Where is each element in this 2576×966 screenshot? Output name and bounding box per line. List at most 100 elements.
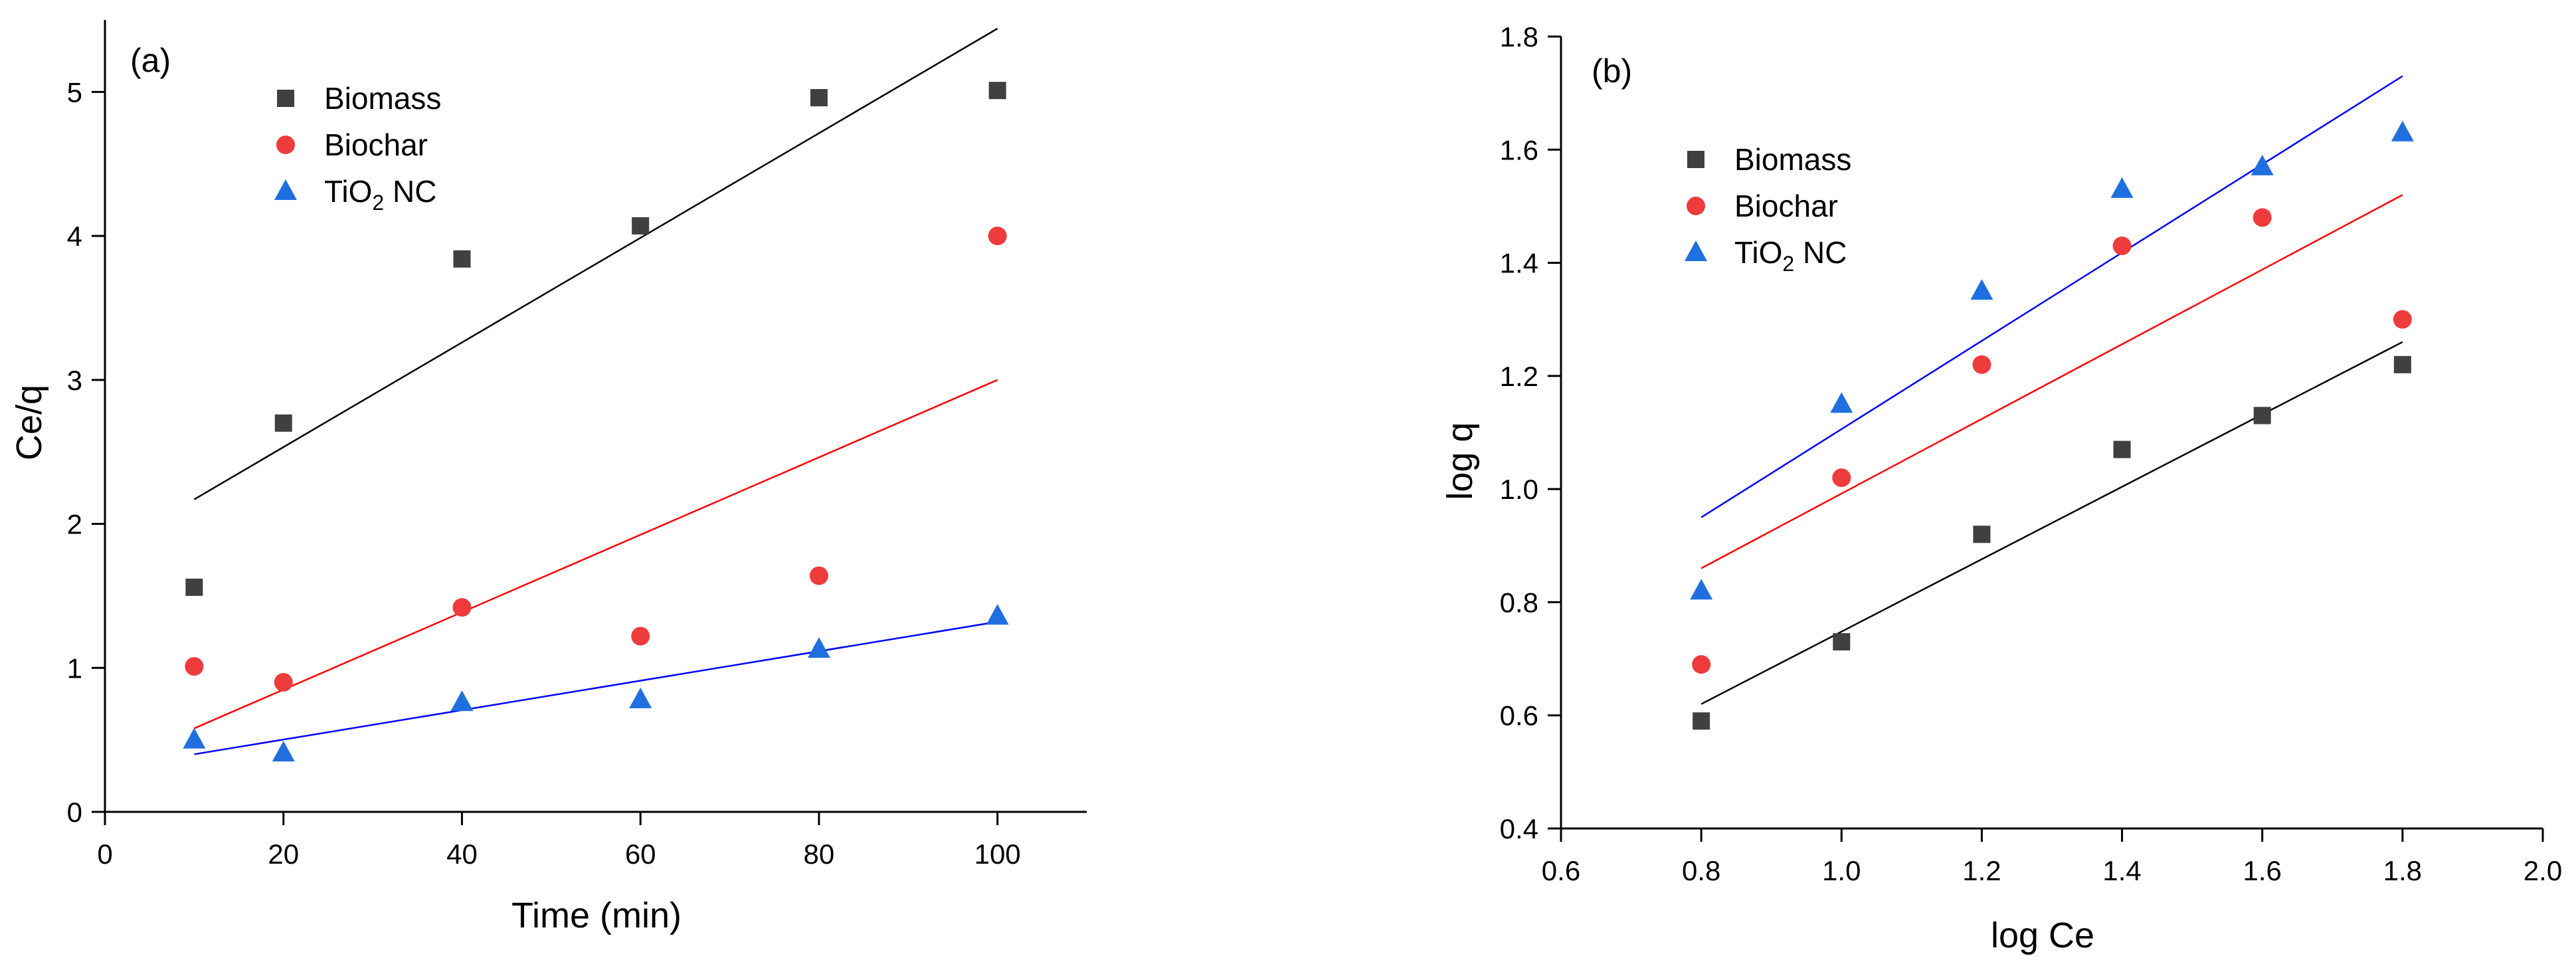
chart-b-x-tick-label: 0.6 [1542, 855, 1580, 886]
chart-a-tio2-nc-point [183, 727, 206, 749]
chart-a-tio2-nc-point [450, 690, 474, 712]
chart-b-y-tick-label: 1.6 [1500, 134, 1538, 165]
chart-b-y-tick-label: 1.2 [1500, 361, 1538, 392]
chart-a-biomass-point [453, 250, 471, 268]
chart-a-tio2-nc-point [272, 741, 295, 762]
chart-a-biomass-point [988, 82, 1006, 100]
chart-b-biomass-point [1693, 712, 1710, 730]
chart-b-tio2-nc-point [2251, 154, 2274, 175]
chart-b-fit-lines [1701, 75, 2403, 705]
chart-b-legend-biochar-label: Biochar [1734, 189, 1838, 223]
chart-b-biomass-point [2113, 440, 2131, 458]
chart-b-biochar-fit-line [1701, 194, 2403, 569]
chart-b-x-tick-label: 1.8 [2383, 855, 2422, 886]
chart-b-panel-label: (b) [1592, 52, 1632, 90]
chart-b-biochar-point [2253, 208, 2272, 227]
chart-b-biochar-point [1692, 655, 1711, 674]
chart-a-y-tick-label: 1 [67, 652, 82, 684]
chart-b-legend-tio2-nc-marker [1685, 241, 1707, 261]
chart-a-biomass-point [632, 217, 650, 235]
chart-b-biochar-point [2112, 237, 2132, 256]
chart-b-legend-biochar-marker [1687, 197, 1705, 215]
chart-a-x-tick-label: 40 [446, 838, 478, 870]
chart-a-y-axis-title: Ce/q [9, 385, 49, 460]
chart-a-biochar-point [452, 598, 472, 617]
chart-a-x-tick-label: 20 [268, 838, 299, 870]
chart-a-biochar-point [631, 627, 650, 646]
chart-b-legend-tio2-nc-label: TiO2 NC [1734, 235, 1847, 276]
chart-a-x-tick-label: 60 [625, 838, 656, 870]
chart-b-tio2-nc-point [1970, 279, 1993, 300]
chart-b-legend: Biomass Biochar TiO2 NC [1685, 142, 1851, 276]
chart-b-biomass-point [2253, 407, 2271, 425]
chart-b-axis-frame [1560, 37, 2543, 830]
chart-a-tio2-nc-point [629, 687, 652, 708]
chart-b-y-tick-label: 1.4 [1500, 248, 1538, 279]
chart-a-biochar-point [988, 227, 1007, 246]
chart-a-legend-tio2-nc-label: TiO2 NC [324, 174, 436, 215]
chart-b-legend-biomass-label: Biomass [1734, 142, 1851, 177]
chart-a-tio2-nc-fit-line [194, 621, 998, 755]
chart-b-biochar-point [1972, 355, 1991, 374]
chart-b-y-axis-title: log q [1440, 422, 1480, 500]
chart-b-markers [1690, 120, 2414, 730]
chart-a-tio2-nc-point [807, 637, 830, 658]
chart-b-x-tick-label: 1.4 [2102, 855, 2141, 886]
chart-a-y-tick-label: 2 [67, 509, 82, 540]
chart-a-y-tick-label: 0 [67, 797, 82, 828]
chart-a-x-tick-label: 100 [974, 838, 1021, 870]
chart-b-biomass-point [2393, 355, 2411, 373]
chart-a-biochar-point [274, 672, 293, 692]
chart-a-x-axis-title: Time (min) [511, 896, 682, 935]
chart-a-biochar-point [809, 566, 828, 585]
chart-b-x-ticks: 0.6 0.8 1.0 1.2 1.4 1.6 1.8 2.0 [1542, 828, 2562, 886]
chart-a-x-ticks: 0 20 40 60 80 100 [97, 812, 1021, 870]
chart-a-biochar-fit-line [193, 379, 998, 729]
chart-a-x-tick-label: 80 [804, 838, 835, 870]
chart-b-tio2-nc-point [2110, 177, 2134, 198]
chart-a-legend-biomass-marker [277, 90, 294, 107]
chart-a-markers [183, 82, 1009, 762]
chart-a-legend-biochar-marker [276, 136, 295, 154]
chart-b: 0.6 0.8 1.0 1.2 1.4 1.6 1.8 2.0 0.40.60.81.01.2… [1440, 21, 2562, 955]
chart-b-y-tick-label: 1.0 [1500, 474, 1538, 505]
chart-b-x-tick-label: 0.8 [1682, 855, 1720, 886]
chart-a-biomass-point [810, 89, 828, 107]
chart-b-x-tick-label: 2.0 [2524, 855, 2562, 886]
chart-b-biomass-fit-line [1701, 341, 2403, 705]
chart-a-axis-frame [104, 20, 1087, 813]
chart-b-y-tick-label: 0.8 [1500, 587, 1538, 618]
chart-b-tio2-nc-point [2391, 120, 2414, 142]
chart-b-biochar-point [1832, 468, 1851, 488]
chart-b-legend-biomass-marker [1687, 151, 1704, 168]
chart-b-y-tick-label: 0.4 [1500, 813, 1538, 844]
chart-b-biomass-point [1833, 633, 1851, 651]
chart-b-tio2-nc-point [1830, 392, 1853, 413]
chart-b-tio2-nc-fit-line [1701, 75, 2403, 518]
chart-b-y-ticks: 0.4 0.6 0.8 1.0 1.2 1.4 1.6 1.8 [1500, 21, 1561, 844]
chart-a-legend-tio2-nc-marker [274, 179, 297, 200]
chart-a-biomass-point [185, 578, 203, 596]
chart-b-biomass-point [1973, 526, 1991, 543]
chart-b-x-tick-label: 1.0 [1822, 855, 1861, 886]
chart-a-biomass-fit-line [193, 27, 998, 500]
chart-a-biochar-point [185, 657, 204, 676]
chart-b-biochar-point [2393, 310, 2412, 329]
chart-a-y-tick-label: 3 [67, 365, 82, 396]
chart-b-y-tick-label: 1.8 [1500, 21, 1538, 52]
chart-a-panel-label: (a) [130, 42, 171, 79]
chart-b-x-tick-label: 1.2 [1962, 855, 2001, 886]
chart-a-y-tick-label: 5 [67, 76, 82, 108]
chart-a-legend-biomass-label: Biomass [324, 81, 441, 116]
chart-a-y-tick-label: 4 [67, 221, 82, 252]
chart-a-legend-biochar-label: Biochar [324, 128, 428, 162]
chart-a-biomass-point [274, 414, 292, 432]
chart-a-x-tick-label: 0 [97, 838, 112, 870]
chart-a-tio2-nc-point [986, 604, 1009, 625]
chart-b-x-axis-title: log Ce [1991, 916, 2094, 955]
chart-b-x-tick-label: 1.6 [2243, 855, 2282, 886]
chart-b-tio2-nc-point [1690, 579, 1713, 600]
chart-b-y-tick-label: 0.6 [1500, 700, 1538, 731]
